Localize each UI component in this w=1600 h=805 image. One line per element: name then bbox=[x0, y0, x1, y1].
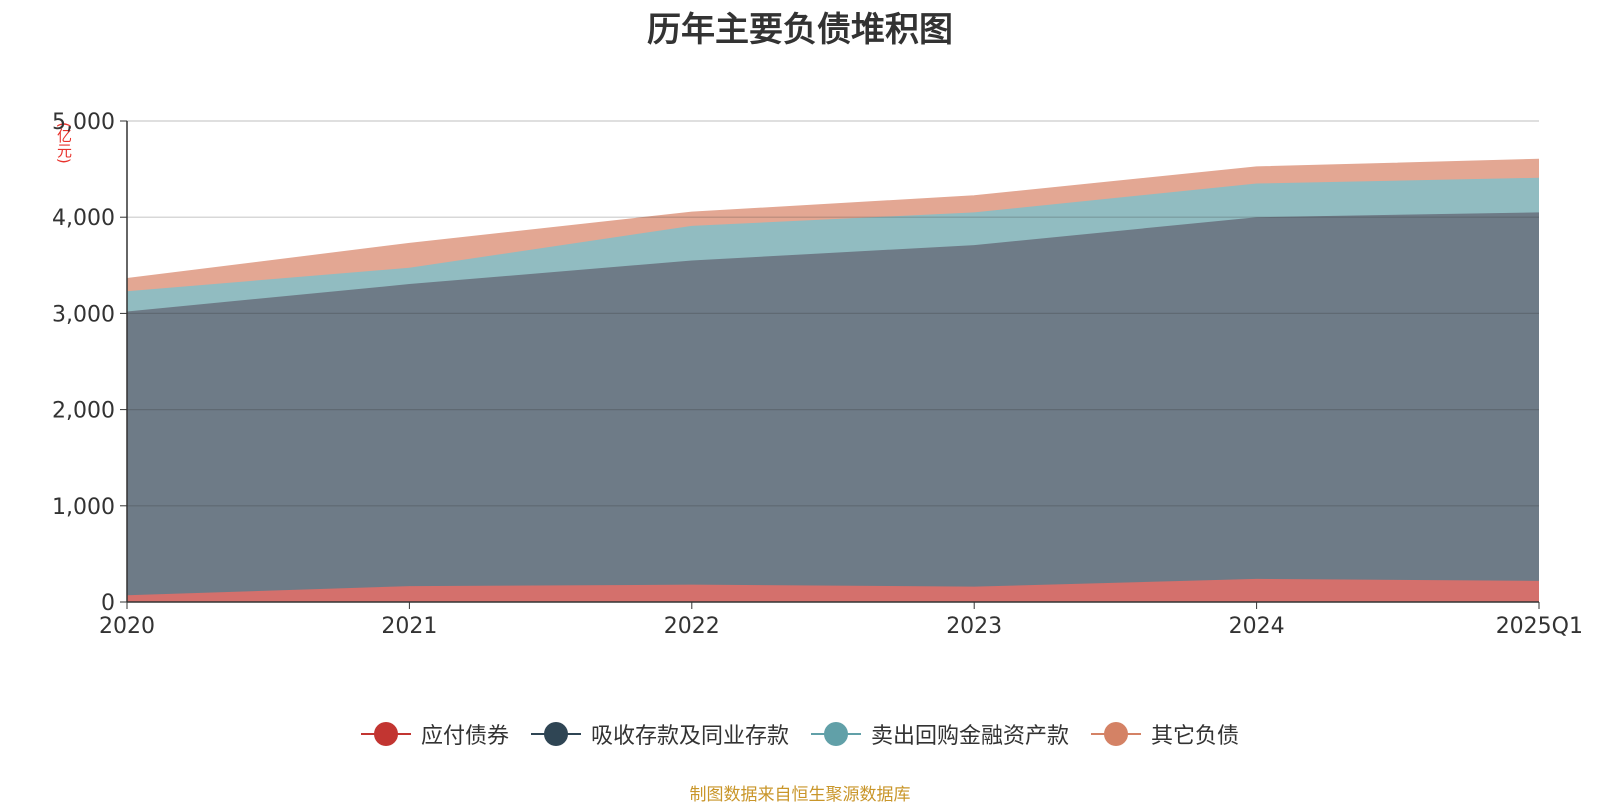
legend-item[interactable]: 应付债券 bbox=[360, 718, 509, 750]
x-tick-label: 2020 bbox=[99, 614, 155, 639]
legend-item[interactable]: 其它负债 bbox=[1091, 718, 1239, 750]
chart-title: 历年主要负债堆积图 bbox=[647, 10, 953, 50]
legend-item[interactable]: 卖出回购金融资产款 bbox=[811, 718, 1069, 750]
line-series-4 bbox=[126, 158, 1540, 280]
legend-label: 吸收存款及同业存款 bbox=[590, 724, 789, 749]
legend: 应付债券 吸收存款及同业存款 卖出回购金融资产款 其它负债 bbox=[0, 718, 1600, 750]
legend-dot bbox=[373, 722, 398, 746]
legend-dot bbox=[543, 722, 568, 746]
area-layer bbox=[126, 158, 1540, 602]
legend-dot bbox=[1104, 722, 1129, 746]
x-tick-label: 2024 bbox=[1229, 614, 1285, 639]
axis-layer: 0 1,000 2,000 3,000 4,000 5,000 2020 2021 2022 20… bbox=[52, 110, 1583, 639]
y-tick-label: 0 bbox=[101, 591, 115, 616]
x-tick-label: 2022 bbox=[664, 614, 720, 639]
legend-label: 应付债券 bbox=[420, 724, 509, 749]
y-tick-label: 4,000 bbox=[52, 206, 115, 231]
y-tick-label: 2,000 bbox=[52, 399, 115, 424]
x-tick-label: 2021 bbox=[381, 614, 437, 639]
x-tick-label: 2023 bbox=[946, 614, 1002, 639]
y-tick-label: 3,000 bbox=[52, 302, 115, 327]
area-series-4 bbox=[127, 159, 1539, 292]
x-tick-label: 2025Q1 bbox=[1496, 614, 1583, 639]
legend-item[interactable]: 吸收存款及同业存款 bbox=[530, 718, 789, 750]
source-note: 制图数据来自恒生聚源数据库 bbox=[689, 785, 911, 805]
y-tick-label: 1,000 bbox=[52, 495, 115, 520]
area-series-1 bbox=[127, 578, 1539, 602]
legend-label: 卖出回购金融资产款 bbox=[871, 724, 1070, 749]
y-axis-unit-label: (亿元) bbox=[55, 122, 73, 164]
legend-marker bbox=[360, 721, 411, 747]
legend-dot bbox=[824, 722, 848, 746]
legend-marker bbox=[811, 721, 861, 747]
legend-marker bbox=[530, 721, 581, 747]
area-series-2 bbox=[127, 212, 1539, 596]
y-tick-label: 5,000 bbox=[52, 110, 115, 135]
legend-marker bbox=[1091, 721, 1142, 747]
area-series-3 bbox=[127, 177, 1539, 312]
legend-label: 其它负债 bbox=[1151, 724, 1240, 749]
